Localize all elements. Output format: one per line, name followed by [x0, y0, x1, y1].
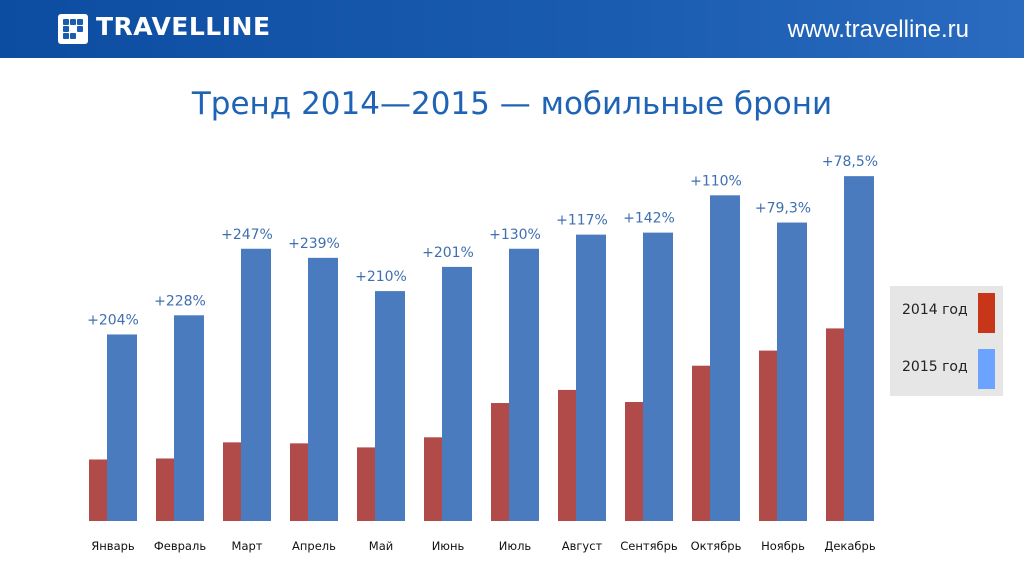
- bar-2015: [308, 257, 338, 521]
- category-label: Март: [232, 539, 263, 553]
- chart-title: Тренд 2014—2015 — мобильные брони: [191, 86, 833, 122]
- bar-2015: [241, 248, 271, 521]
- bar-2014: [759, 350, 777, 521]
- bar-2015: [576, 234, 606, 521]
- bar-2014: [491, 403, 509, 521]
- data-label: +247%: [221, 227, 273, 243]
- data-label: +130%: [489, 227, 541, 243]
- data-label: +204%: [87, 312, 139, 328]
- bar-2015: [710, 195, 740, 521]
- logo-text: TRAVELLINE: [96, 12, 271, 41]
- travelline-logo-icon: [58, 14, 88, 44]
- data-label: +79,3%: [755, 201, 811, 217]
- bar-2014: [424, 437, 442, 521]
- bar-2015: [375, 291, 405, 521]
- data-label: +78,5%: [822, 154, 878, 170]
- bar-2015: [777, 222, 807, 522]
- bar-2014: [826, 328, 844, 521]
- bar-2014: [558, 389, 576, 521]
- bar-2014: [625, 402, 643, 521]
- bar-2014: [223, 442, 241, 521]
- legend-label-2015: 2015 год: [902, 359, 968, 375]
- category-label: Октябрь: [691, 539, 742, 553]
- bar-2015: [107, 334, 137, 521]
- legend-label-2014: 2014 год: [902, 302, 968, 318]
- chart-legend: 2014 год 2015 год: [890, 286, 1003, 396]
- bar-2014: [357, 447, 375, 521]
- category-label: Июнь: [432, 539, 465, 553]
- bar-2015: [509, 248, 539, 521]
- data-label: +201%: [422, 245, 474, 261]
- category-label: Август: [562, 539, 603, 553]
- data-label: +210%: [355, 269, 407, 285]
- category-label: Январь: [91, 539, 135, 553]
- bar-2014: [89, 459, 107, 521]
- data-label: +228%: [154, 293, 206, 309]
- category-label: Сентябрь: [620, 539, 678, 553]
- category-label: Май: [369, 539, 393, 553]
- category-label: Июль: [499, 539, 532, 553]
- header-bar: TRAVELLINE www.travelline.ru: [0, 0, 1024, 58]
- bar-2015: [643, 232, 673, 521]
- bar-2015: [442, 266, 472, 521]
- category-label: Февраль: [154, 539, 206, 553]
- category-label: Декабрь: [824, 539, 875, 553]
- bar-2014: [290, 443, 308, 521]
- category-label: Апрель: [292, 539, 336, 553]
- bar-2015: [844, 176, 874, 521]
- data-label: +110%: [690, 173, 742, 189]
- bar-2015: [174, 315, 204, 521]
- data-label: +117%: [556, 213, 608, 229]
- bar-2014: [692, 365, 710, 521]
- legend-swatch-2015: [978, 349, 995, 389]
- data-label: +142%: [623, 211, 675, 227]
- category-label: Ноябрь: [761, 539, 805, 553]
- data-label: +239%: [288, 236, 340, 252]
- bar-2014: [156, 458, 174, 521]
- site-url: www.travelline.ru: [787, 16, 969, 43]
- legend-swatch-2014: [978, 293, 995, 333]
